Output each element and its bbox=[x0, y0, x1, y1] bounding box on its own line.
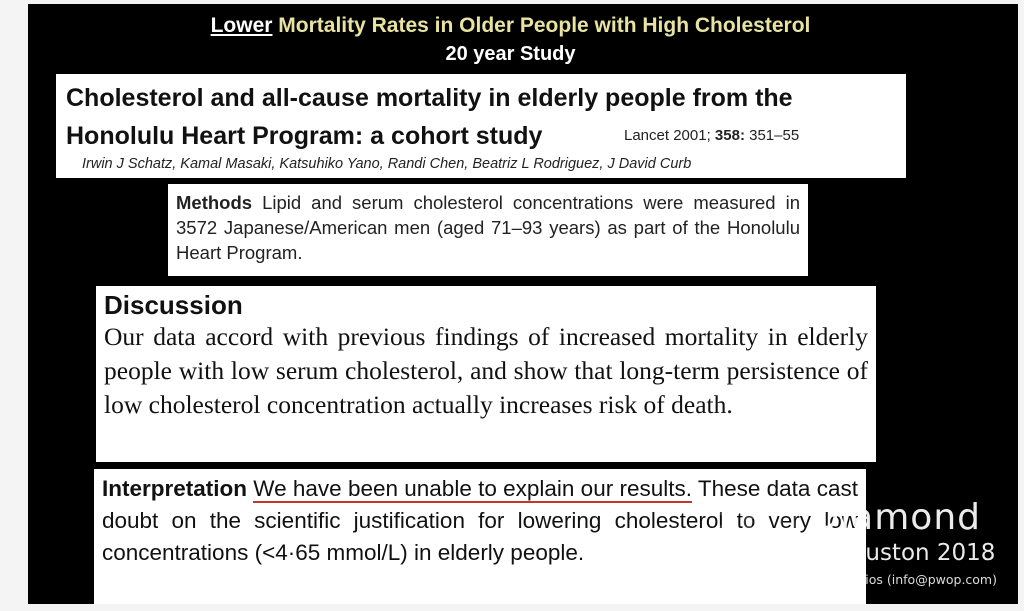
discussion-box: Discussion Our data accord with previous… bbox=[96, 286, 876, 462]
methods-label: Methods bbox=[176, 192, 253, 213]
discussion-text: Our data accord with previous findings o… bbox=[104, 322, 868, 419]
watermark-event: Houston 2018 bbox=[834, 540, 996, 566]
interpretation-text: These data cast doubt on the scientific … bbox=[102, 476, 858, 565]
slide-title-rest: Mortality Rates in Older People with Hig… bbox=[278, 14, 811, 37]
watermark-name-main: Diamond bbox=[811, 497, 981, 538]
paper-title: Cholesterol and all-cause mortality in e… bbox=[66, 79, 896, 155]
paper-title-line2: Honolulu Heart Program: a cohort study bbox=[66, 122, 543, 150]
slide-title-lower: Lower bbox=[210, 14, 273, 37]
watermark-credit: studios (info@pwop.com) bbox=[838, 572, 997, 587]
slide: Lower Mortality Rates in Older People wi… bbox=[28, 4, 1018, 604]
paper-title-line1: Cholesterol and all-cause mortality in e… bbox=[66, 84, 793, 112]
paper-citation: Lancet 2001; 358: 351–55 bbox=[624, 127, 799, 144]
paper-header-box: Cholesterol and all-cause mortality in e… bbox=[56, 74, 906, 178]
citation-journal: Lancet 2001; bbox=[624, 127, 711, 144]
methods-text: Lipid and serum cholesterol concentratio… bbox=[176, 192, 801, 263]
slide-title: Lower Mortality Rates in Older People wi… bbox=[28, 14, 993, 38]
citation-volume: 358: bbox=[714, 127, 745, 144]
paper-authors: Irwin J Schatz, Kamal Masaki, Katsuhiko … bbox=[82, 156, 692, 172]
citation-pages: 351–55 bbox=[749, 127, 800, 144]
interpretation-box: Interpretation We have been unable to ex… bbox=[94, 469, 866, 604]
watermark-name: Sam Diamond bbox=[716, 497, 981, 538]
methods-box: Methods Lipid and serum cholesterol conc… bbox=[168, 184, 808, 276]
discussion-heading: Discussion bbox=[104, 290, 243, 320]
interpretation-underlined: We have been unable to explain our resul… bbox=[253, 476, 692, 503]
watermark-name-faint: Sam bbox=[716, 497, 799, 538]
slide-subtitle: 20 year Study bbox=[445, 43, 576, 65]
interpretation-label: Interpretation bbox=[102, 476, 248, 501]
